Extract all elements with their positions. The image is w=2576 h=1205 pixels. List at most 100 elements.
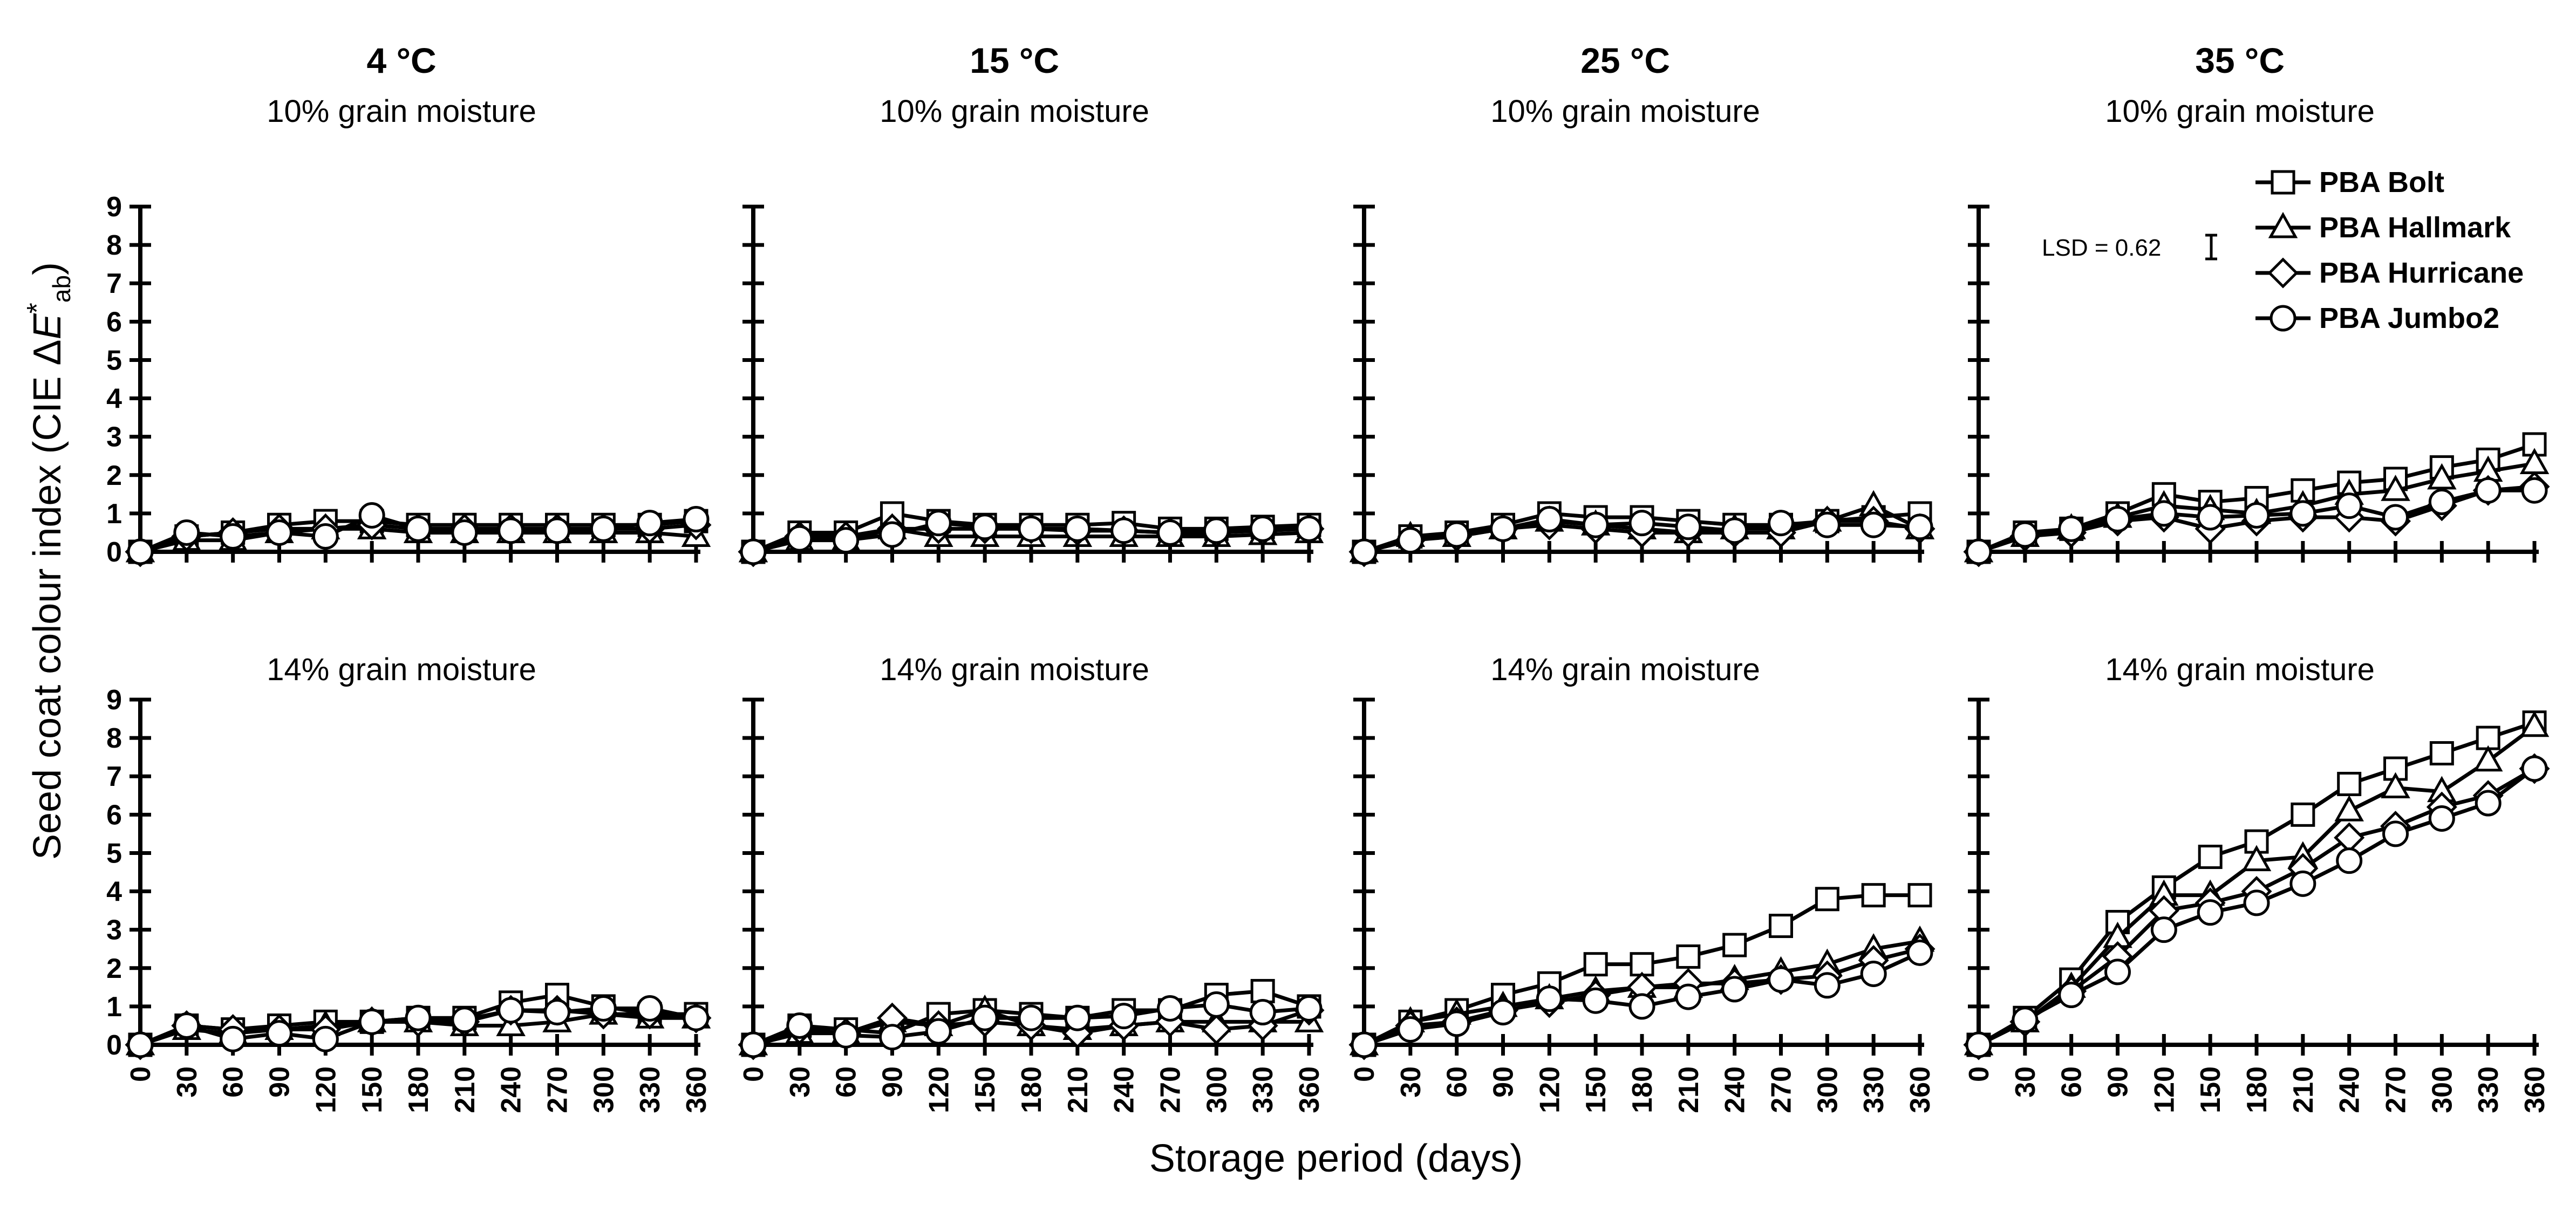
data-point [451, 1007, 478, 1033]
data-point [2427, 463, 2457, 490]
x-tick-label: 270 [2381, 1066, 2412, 1113]
data-point [1676, 944, 1701, 969]
panel-1-1: 14% grain moisture 0 30 60 90 120 150 180 210 240… [738, 652, 1325, 1113]
data-point [2243, 502, 2270, 529]
legend-marker [2270, 305, 2296, 332]
data-point [173, 1012, 200, 1039]
data-point [2519, 710, 2550, 737]
y-axis-label: Seed coat colour index (CIE ΔE*ab) [22, 262, 76, 860]
data-point [2104, 506, 2131, 533]
data-point [2337, 771, 2362, 796]
x-tick-label: 210 [449, 1066, 481, 1113]
y-tick-label: 1 [106, 498, 122, 530]
data-point [636, 510, 663, 537]
data-point [2428, 805, 2455, 832]
data-point [1628, 510, 1655, 537]
x-tick-label: 210 [2288, 1066, 2319, 1113]
y-axis-label-star: * [22, 303, 53, 313]
data-point [1110, 517, 1137, 544]
x-tick-label: 300 [2427, 1066, 2458, 1113]
data-point [1536, 985, 1563, 1012]
panel-moisture-subtitle: 10% grain moisture [2105, 94, 2375, 129]
data-point [683, 1004, 710, 1031]
data-point [266, 519, 292, 546]
data-point [544, 999, 570, 1026]
x-tick-label: 90 [264, 1066, 296, 1098]
data-point [1965, 1031, 1992, 1058]
x-tick-label: 240 [1109, 1066, 1140, 1113]
y-tick-label: 4 [106, 384, 122, 415]
x-tick-label: 360 [1294, 1066, 1325, 1113]
x-tick-label: 300 [1812, 1066, 1843, 1113]
x-axis-label: Storage period (days) [1149, 1137, 1523, 1180]
x-tick-label: 330 [1858, 1066, 1890, 1113]
data-point [2382, 504, 2409, 531]
data-point [1203, 517, 1230, 544]
data-point [312, 1025, 339, 1052]
data-point [1397, 527, 1424, 554]
data-point [833, 1022, 860, 1049]
panel-temp-title: 25 °C [1580, 40, 1670, 80]
data-point [2473, 745, 2503, 772]
data-point [2058, 982, 2085, 1009]
y-tick-label: 2 [106, 460, 122, 491]
x-tick-label: 30 [1395, 1066, 1427, 1098]
x-tick-label: 330 [1248, 1066, 1279, 1113]
data-point [2150, 500, 2177, 527]
data-point [2104, 958, 2131, 985]
data-point [2241, 845, 2272, 872]
y-tick-label: 3 [106, 915, 122, 946]
legend-label: PBA Jumbo2 [2319, 302, 2499, 334]
data-point [1249, 515, 1276, 542]
y-tick-label: 6 [106, 306, 122, 338]
data-point [220, 1025, 247, 1052]
data-point [2428, 489, 2455, 516]
data-point [1249, 999, 1276, 1026]
x-tick-label: 210 [1673, 1066, 1705, 1113]
y-tick-label: 5 [106, 838, 122, 869]
x-tick-label: 240 [2334, 1066, 2366, 1113]
x-tick-label: 60 [218, 1066, 249, 1098]
data-point [544, 517, 570, 544]
data-point [1815, 887, 1839, 912]
data-point [498, 517, 524, 544]
series-pba-jumbo2 [1351, 506, 1933, 565]
data-point [2381, 772, 2410, 799]
x-tick-label: 180 [2241, 1066, 2273, 1113]
data-point [2429, 741, 2454, 766]
legend-label: PBA Bolt [2319, 166, 2444, 198]
data-point [683, 506, 710, 533]
x-tick-label: 60 [1442, 1066, 1473, 1098]
data-point [1582, 511, 1609, 538]
x-tick-label: 150 [2195, 1066, 2226, 1113]
data-point [173, 519, 200, 546]
y-axis-label-main: Seed coat colour index (CIE [26, 366, 69, 860]
data-point [1722, 933, 1747, 957]
data-point [786, 525, 813, 552]
y-tick-label: 2 [106, 953, 122, 984]
y-tick-label: 7 [106, 268, 122, 299]
y-tick-label: 6 [106, 799, 122, 831]
panel-moisture-subtitle: 14% grain moisture [267, 652, 536, 687]
lsd-error-bar [2205, 234, 2217, 261]
legend-item-pba-hallmark: PBA Hallmark [2255, 211, 2511, 244]
x-tick-label: 180 [1016, 1066, 1047, 1113]
data-point [1536, 506, 1563, 533]
data-point [1768, 510, 1794, 537]
data-point [358, 1008, 385, 1035]
x-tick-label: 300 [1201, 1066, 1232, 1113]
y-tick-label: 8 [106, 230, 122, 261]
data-point [2475, 477, 2502, 504]
legend: PBA Bolt PBA Hallmark PBA Hurricane PBA Jum… [2255, 166, 2524, 334]
panel-temp-title: 35 °C [2195, 40, 2285, 80]
data-point [1907, 883, 1932, 908]
y-tick-label: 0 [106, 1030, 122, 1061]
data-point [2197, 899, 2224, 926]
legend-label: PBA Hallmark [2319, 211, 2511, 244]
panel-moisture-subtitle: 10% grain moisture [267, 94, 536, 129]
data-point [1768, 966, 1794, 993]
data-point [1769, 914, 1793, 939]
data-point [636, 995, 663, 1022]
data-point [740, 538, 767, 565]
x-tick-label: 30 [172, 1066, 203, 1098]
